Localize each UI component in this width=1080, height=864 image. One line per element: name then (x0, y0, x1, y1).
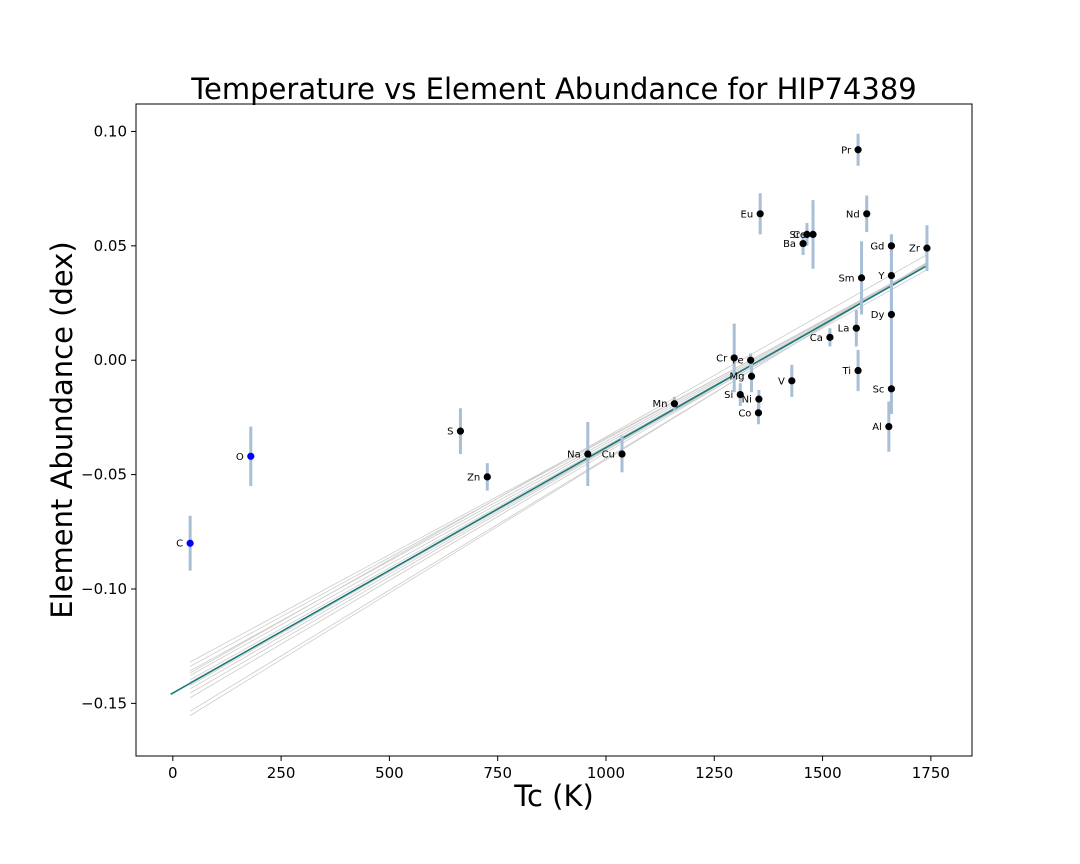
y-tick-label-1: −0.10 (81, 580, 127, 598)
data-point-sm (857, 274, 866, 282)
data-label-v: V (778, 376, 785, 387)
data-label-eu: Eu (741, 209, 754, 220)
best-fit-line (170, 265, 928, 696)
data-point-ti (854, 366, 862, 375)
data-label-y: Y (877, 271, 885, 282)
data-label-al: Al (872, 422, 882, 433)
data-label-cu: Cu (602, 450, 615, 461)
data-label-ce: Ce (793, 230, 806, 241)
x-tick-label-0: 0 (168, 764, 178, 782)
data-point-y (887, 271, 896, 280)
data-point-ca (826, 333, 834, 341)
data-point-mn (670, 400, 679, 408)
data-label-la: La (838, 324, 850, 335)
data-label-cr: Cr (716, 353, 728, 364)
data-point-cr (730, 354, 738, 362)
y-tick-label-5: 0.10 (94, 122, 127, 140)
data-point-zr (923, 244, 931, 252)
data-label-ti: Ti (841, 366, 851, 377)
data-label-ca: Ca (810, 333, 823, 344)
data-label-co: Co (738, 408, 751, 419)
x-tick-label-7: 1750 (912, 764, 950, 782)
data-point-s (456, 427, 465, 435)
x-tick-label-1: 250 (267, 764, 296, 782)
data-point-zn (483, 473, 491, 481)
data-point-na (584, 450, 592, 458)
data-point-ce (809, 230, 817, 238)
data-point-al (885, 422, 893, 431)
data-point-co (754, 409, 763, 417)
data-point-nd (863, 210, 871, 218)
fit-sample-line-3 (189, 264, 928, 676)
data-label-gd: Gd (870, 241, 884, 252)
fit-sample-line-1 (189, 263, 928, 667)
y-tick-label-2: −0.05 (81, 466, 127, 484)
x-tick-label-3: 750 (483, 764, 512, 782)
data-point-v (788, 377, 796, 385)
data-label-zr: Zr (909, 244, 921, 255)
data-label-ba: Ba (783, 239, 796, 250)
data-label-mg: Mg (730, 372, 745, 383)
chart-title: Temperature vs Element Abundance for HIP… (190, 72, 916, 106)
x-tick-label-5: 1250 (695, 764, 733, 782)
data-label-ni: Ni (742, 395, 752, 406)
data-label-c: C (176, 539, 183, 550)
data-label-sr: Sr (789, 230, 800, 241)
data-label-zn: Zn (467, 472, 480, 483)
x-axis-label: Tc (K) (513, 779, 594, 813)
x-tick-label-4: 1000 (587, 764, 625, 782)
data-point-gd (887, 242, 896, 250)
data-point-o (247, 452, 255, 460)
data-point-sc (887, 385, 896, 393)
data-point-dy (887, 310, 896, 319)
data-label-s: S (447, 427, 453, 438)
y-axis-label: Element Abundance (dex) (45, 241, 79, 618)
data-label-o: O (236, 452, 244, 463)
data-point-mg (747, 372, 756, 380)
y-tick-label-4: 0.05 (94, 237, 127, 255)
data-point-eu (756, 210, 764, 218)
data-point-ba (799, 239, 807, 248)
data-label-si: Si (724, 390, 733, 401)
y-tick-label-3: 0.00 (94, 351, 127, 369)
data-label-sc: Sc (873, 384, 885, 395)
data-label-na: Na (567, 450, 581, 461)
data-label-sm: Sm (838, 273, 854, 284)
plot-frame (135, 103, 973, 757)
data-point-c (186, 539, 194, 547)
data-point-pr (854, 146, 862, 154)
data-point-ni (755, 395, 763, 403)
data-point-si (736, 390, 744, 399)
x-tick-label-6: 1500 (803, 764, 841, 782)
data-label-mn: Mn (652, 399, 667, 410)
data-point-sr (803, 230, 811, 238)
x-tick-label-2: 500 (375, 764, 404, 782)
data-label-pr: Pr (841, 145, 852, 156)
fit-sample-line-10 (189, 261, 928, 716)
data-label-nd: Nd (846, 209, 860, 220)
data-point-fe (747, 356, 755, 364)
data-label-fe: Fe (732, 356, 743, 367)
fit-sample-line-12 (189, 254, 928, 674)
data-label-dy: Dy (871, 310, 885, 321)
data-point-la (852, 324, 860, 332)
data-point-cu (618, 450, 626, 458)
y-tick-label-0: −0.15 (81, 694, 127, 712)
